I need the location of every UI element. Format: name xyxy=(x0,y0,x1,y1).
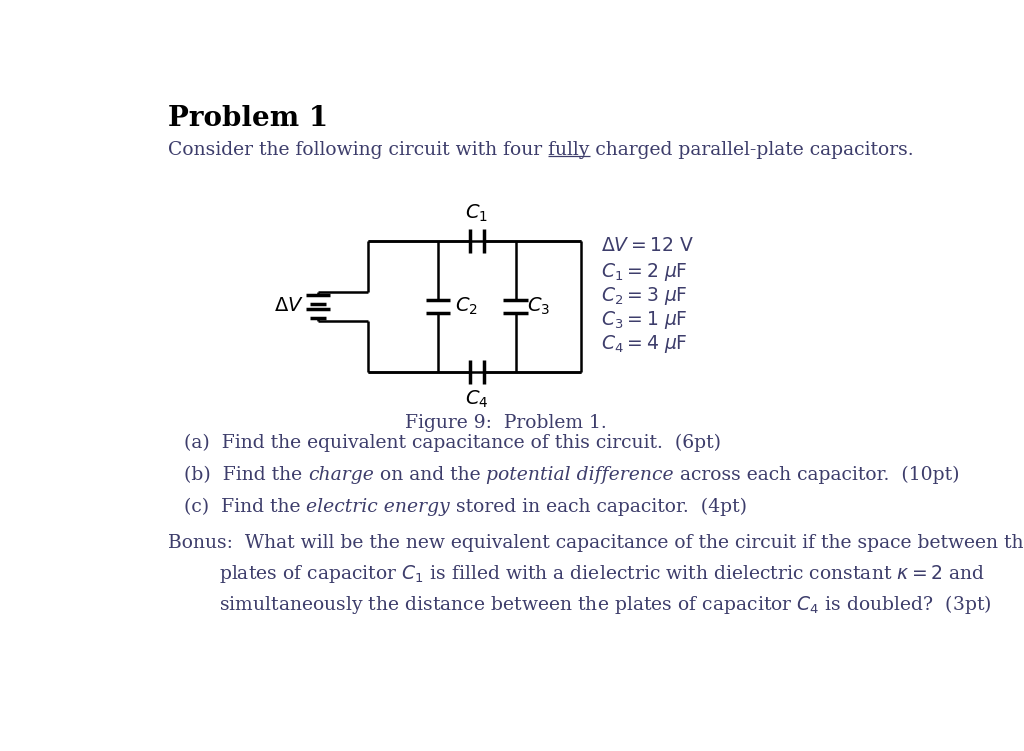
Text: potential difference: potential difference xyxy=(486,466,674,484)
Text: Figure 9:  Problem 1.: Figure 9: Problem 1. xyxy=(404,415,606,433)
Text: $C_3 = 1\ \mu\mathrm{F}$: $C_3 = 1\ \mu\mathrm{F}$ xyxy=(601,309,687,330)
Text: $C_4 = 4\ \mu\mathrm{F}$: $C_4 = 4\ \mu\mathrm{F}$ xyxy=(601,333,687,354)
Text: stored in each capacitor.  (4pt): stored in each capacitor. (4pt) xyxy=(451,498,748,517)
Text: simultaneously the distance between the plates of capacitor $C_4$ is doubled?  (: simultaneously the distance between the … xyxy=(219,593,991,616)
Text: Problem 1: Problem 1 xyxy=(168,104,329,131)
Text: electric energy: electric energy xyxy=(306,498,451,516)
Text: (a)  Find the equivalent capacitance of this circuit.  (6pt): (a) Find the equivalent capacitance of t… xyxy=(183,433,721,452)
Text: $C_1 = 2\ \mu\mathrm{F}$: $C_1 = 2\ \mu\mathrm{F}$ xyxy=(601,261,687,283)
Text: charge: charge xyxy=(308,466,374,484)
Text: $\Delta V$: $\Delta V$ xyxy=(274,297,304,315)
Text: (c)  Find the: (c) Find the xyxy=(183,498,306,516)
Text: $C_4$: $C_4$ xyxy=(465,389,488,410)
Text: on and the: on and the xyxy=(374,466,486,484)
Text: $C_1$: $C_1$ xyxy=(465,203,488,224)
Text: plates of capacitor $C_1$ is filled with a dielectric with dielectric constant $: plates of capacitor $C_1$ is filled with… xyxy=(219,563,985,585)
Text: Consider the following circuit with four fully charged parallel-plate capacitors: Consider the following circuit with four… xyxy=(168,141,914,159)
Text: across each capacitor.  (10pt): across each capacitor. (10pt) xyxy=(674,466,959,484)
Text: $C_2 = 3\ \mu\mathrm{F}$: $C_2 = 3\ \mu\mathrm{F}$ xyxy=(601,285,687,307)
Text: $\Delta V = 12\ \mathrm{V}$: $\Delta V = 12\ \mathrm{V}$ xyxy=(601,237,694,255)
Text: $C_3$: $C_3$ xyxy=(527,296,550,317)
Text: Bonus:  What will be the new equivalent capacitance of the circuit if the space : Bonus: What will be the new equivalent c… xyxy=(168,535,1024,553)
Text: (b)  Find the: (b) Find the xyxy=(183,466,308,484)
Text: $C_2$: $C_2$ xyxy=(455,296,478,317)
